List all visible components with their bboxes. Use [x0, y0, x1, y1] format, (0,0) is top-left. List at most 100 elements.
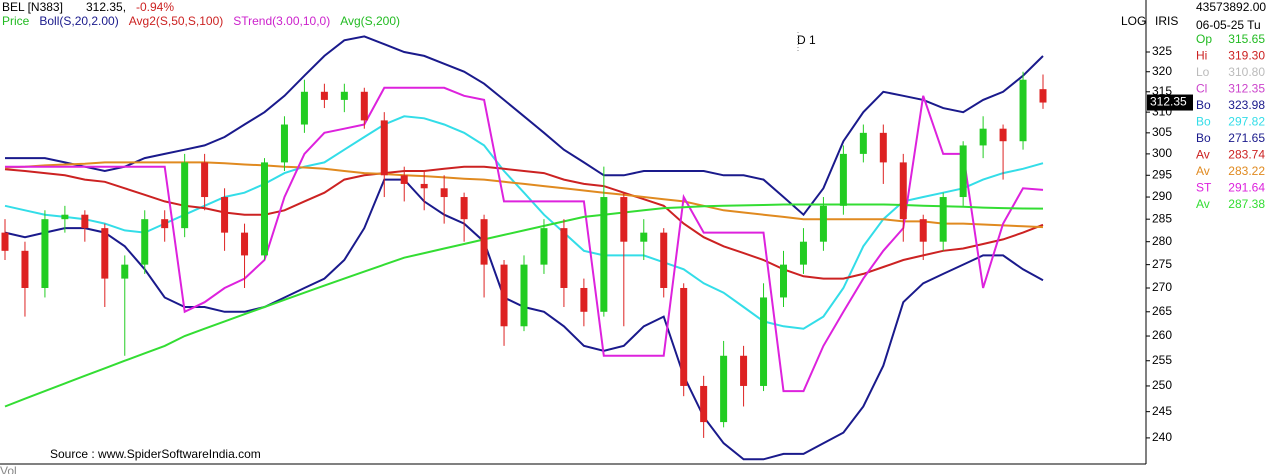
candle-body [720, 355, 728, 423]
period: D 1 [797, 33, 816, 47]
panel-value: 323.98 [1228, 98, 1265, 112]
panel-label: Hi [1196, 49, 1207, 63]
candle-body [939, 197, 947, 242]
candle-body [161, 219, 169, 229]
candle-body [340, 91, 348, 100]
y-tick-label: 320 [1152, 64, 1172, 78]
candle-body [440, 188, 448, 198]
panel-label: Av [1196, 197, 1210, 211]
y-tick-label: 290 [1152, 189, 1172, 203]
source: Source : www.SpiderSoftwareIndia.com [50, 447, 261, 461]
candle-body [680, 287, 688, 386]
y-tick-label: 285 [1152, 211, 1172, 225]
indicator-label: Avg2(S,50,S,100) [129, 14, 224, 28]
candle-body [460, 197, 468, 220]
panel-label: Cl [1196, 82, 1207, 96]
panel-value: 310.80 [1228, 65, 1265, 79]
candle-body [201, 162, 209, 198]
panel-value: 283.74 [1228, 148, 1265, 162]
panel-value: 312.35 [1228, 82, 1265, 96]
candle-body [241, 232, 249, 256]
panel-volume: 43573892.00 [1196, 0, 1266, 14]
candle-body [121, 264, 129, 279]
symbol: BEL [N383] [2, 0, 63, 14]
y-tick-label: 280 [1152, 234, 1172, 248]
indicator-label: STrend(3.00,10,0) [233, 14, 330, 28]
panel-label: Bo [1196, 98, 1211, 112]
candle-body [899, 162, 907, 220]
indicator-label: Price [2, 14, 30, 28]
candle-body [600, 197, 608, 312]
candle-body [959, 145, 967, 198]
change: -0.94% [136, 0, 174, 14]
candle-body [380, 120, 388, 176]
candle-body [41, 219, 49, 288]
indicator-line [5, 86, 1044, 393]
panel-value: 291.64 [1228, 181, 1265, 195]
indicator-line [4, 115, 1044, 330]
candle-body [859, 132, 867, 154]
y-tick-label: 245 [1152, 404, 1172, 418]
panel-label: Op [1196, 32, 1212, 46]
candle-body [1019, 79, 1027, 142]
panel-date: 06-05-25 Tu [1196, 18, 1261, 32]
candle-body [979, 128, 987, 146]
indicator-line [4, 165, 1044, 280]
panel-label: Lo [1196, 65, 1210, 79]
candle-body [640, 232, 648, 242]
candle-body [660, 232, 668, 288]
candle-body [799, 241, 807, 265]
panel-label: Bo [1196, 131, 1211, 145]
panel-value: 287.38 [1228, 197, 1265, 211]
price: 312.35, [86, 0, 126, 14]
candle-body [560, 228, 568, 288]
panel-value: 283.22 [1228, 164, 1265, 178]
candle-body [1039, 89, 1047, 103]
candle-body [400, 175, 408, 184]
candle-body [999, 128, 1007, 142]
candle-body [480, 219, 488, 265]
candle-body [740, 355, 748, 386]
candle-body [780, 264, 787, 298]
candle-body [919, 219, 927, 242]
candle-body [21, 250, 29, 288]
last-price: 312.35 [1150, 95, 1187, 109]
candle-body [300, 91, 308, 125]
candle-body [320, 91, 328, 100]
indicator-label: Avg(S,200) [340, 14, 400, 28]
y-tick-label: 240 [1152, 430, 1172, 444]
candle-body [261, 162, 268, 256]
y-tick-label: 250 [1152, 378, 1172, 392]
y-tick-label: 295 [1152, 167, 1172, 181]
y-tick-label: 270 [1152, 280, 1172, 294]
candle-body [500, 264, 508, 327]
candle-body [221, 197, 229, 233]
panel-value: 297.82 [1228, 115, 1265, 129]
y-tick-label: 300 [1152, 146, 1172, 160]
scale-mode: LOG [1121, 14, 1146, 28]
candle-body [61, 214, 69, 220]
y-tick-label: 265 [1152, 304, 1172, 318]
candle-body [181, 162, 189, 229]
indicator-line [4, 161, 1044, 229]
y-tick-label: 325 [1152, 44, 1172, 58]
candle-body [81, 214, 89, 229]
candle-body [141, 219, 149, 265]
candle-body [540, 228, 548, 265]
panel-value: 271.65 [1228, 131, 1265, 145]
panel-value: 319.30 [1228, 49, 1265, 63]
candle-body [700, 385, 708, 423]
candle-body [101, 228, 109, 279]
candle-body [280, 124, 288, 163]
tool: IRIS [1155, 14, 1178, 28]
y-tick-label: 255 [1152, 353, 1172, 367]
y-tick-label: 260 [1152, 328, 1172, 342]
y-tick-label: 275 [1152, 257, 1172, 271]
candle-body [420, 183, 428, 189]
panel-label: Bo [1196, 115, 1211, 129]
candle-body [580, 287, 588, 312]
panel-label: Av [1196, 164, 1210, 178]
candle-body [839, 153, 847, 206]
last-price-box [1147, 94, 1193, 111]
